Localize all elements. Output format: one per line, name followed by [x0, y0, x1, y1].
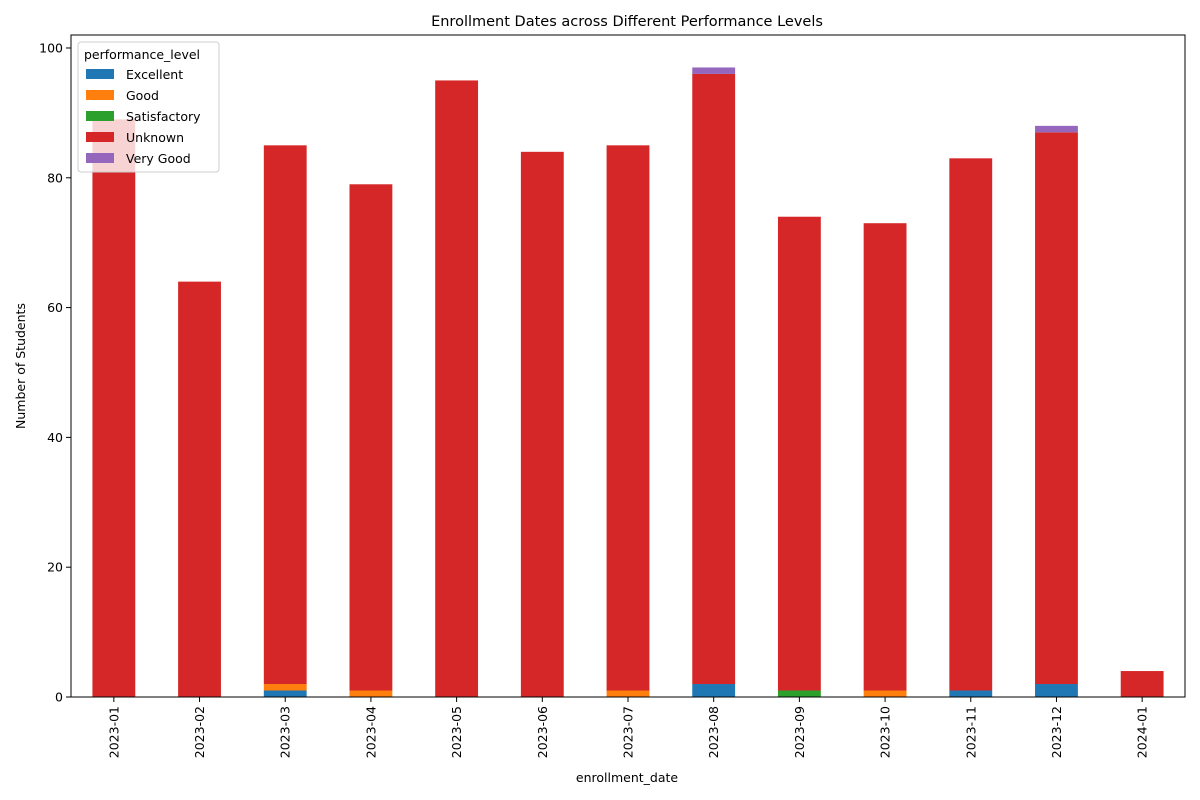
bar-unknown-2023-05 — [435, 80, 479, 697]
bar-unknown-2023-10 — [863, 223, 907, 691]
bar-excellent-2023-03 — [263, 690, 307, 697]
bar-excellent-2023-11 — [949, 690, 993, 697]
x-tick-label: 2023-02 — [192, 706, 207, 758]
bar-very-good-2023-12 — [1035, 125, 1078, 133]
x-tick-label: 2023-10 — [878, 706, 893, 758]
y-axis-label: Number of Students — [13, 303, 28, 429]
legend-title: performance_level — [84, 47, 200, 62]
x-tick-label: 2023-04 — [363, 706, 378, 758]
legend-label-excellent: Excellent — [126, 67, 183, 82]
bar-unknown-2023-07 — [606, 145, 650, 691]
x-tick-label: 2023-07 — [621, 706, 636, 758]
bar-unknown-2024-01 — [1120, 671, 1164, 697]
legend-label-satisfactory: Satisfactory — [126, 109, 201, 124]
bar-excellent-2023-08 — [692, 684, 736, 697]
bar-unknown-2023-11 — [949, 158, 993, 691]
plot-frame — [70, 34, 1186, 698]
bar-unknown-2023-03 — [263, 145, 307, 685]
bar-good-2023-07 — [606, 690, 650, 697]
y-tick-label: 0 — [55, 690, 63, 705]
bar-unknown-2023-12 — [1035, 132, 1078, 685]
legend-swatch-unknown — [86, 132, 114, 142]
y-tick-label: 60 — [47, 300, 63, 315]
x-tick-label: 2023-06 — [535, 706, 550, 758]
bar-good-2023-04 — [349, 690, 393, 697]
legend-label-unknown: Unknown — [126, 130, 184, 145]
x-tick-label: 2023-11 — [963, 706, 978, 758]
y-tick-label: 40 — [47, 430, 63, 445]
x-tick-label: 2023-12 — [1049, 706, 1064, 758]
bar-unknown-2023-02 — [178, 281, 221, 697]
bars-layer — [92, 67, 1164, 697]
y-axis: 0 20 40 60 80 100 — [39, 40, 71, 705]
chart-title: Enrollment Dates across Different Perfor… — [431, 14, 823, 30]
x-tick-label: 2023-03 — [278, 706, 293, 758]
bar-good-2023-03 — [263, 684, 307, 691]
bar-unknown-2023-04 — [349, 184, 393, 691]
legend: performance_level Excellent Good Satisfact… — [77, 41, 220, 173]
bar-good-2023-10 — [863, 690, 907, 697]
x-tick-label: 2024-01 — [1135, 706, 1150, 758]
y-tick-label: 20 — [47, 560, 63, 575]
bar-unknown-2023-01 — [92, 119, 136, 697]
legend-swatch-very-good — [86, 153, 114, 163]
bar-unknown-2023-09 — [777, 216, 821, 691]
x-axis: 2023-01 2023-02 2023-03 2023-04 2023-05 2023-… — [106, 697, 1150, 758]
bar-unknown-2023-06 — [520, 151, 564, 697]
legend-label-good: Good — [126, 88, 159, 103]
x-axis-label: enrollment_date — [576, 770, 679, 785]
bar-very-good-2023-08 — [692, 67, 736, 74]
bar-excellent-2023-12 — [1035, 684, 1078, 697]
y-tick-label: 80 — [47, 170, 63, 185]
x-tick-label: 2023-01 — [106, 706, 121, 758]
legend-swatch-excellent — [86, 69, 114, 79]
legend-swatch-good — [86, 90, 114, 100]
y-tick-label: 100 — [39, 40, 63, 55]
x-tick-label: 2023-09 — [792, 706, 807, 758]
bar-unknown-2023-08 — [692, 73, 736, 685]
legend-label-very-good: Very Good — [126, 151, 191, 166]
legend-swatch-satisfactory — [86, 111, 114, 121]
x-tick-label: 2023-08 — [706, 706, 721, 758]
bar-satisfactory-2023-09 — [777, 690, 821, 697]
x-tick-label: 2023-05 — [449, 706, 464, 758]
